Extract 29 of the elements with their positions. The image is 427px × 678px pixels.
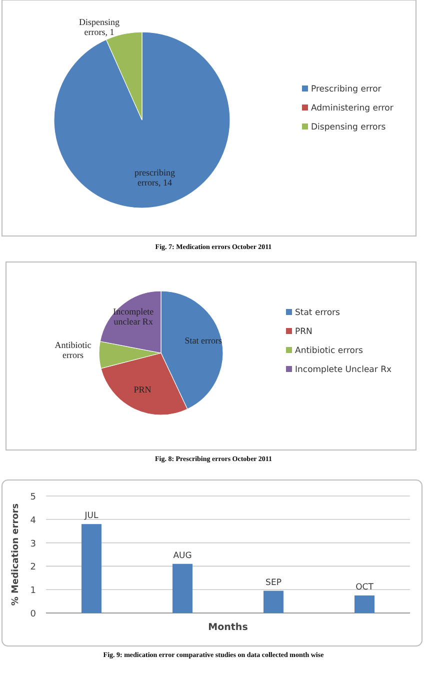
legend-label: PRN <box>295 327 312 337</box>
y-axis-title: % Medication errors <box>11 503 21 606</box>
legend-label: Stat errors <box>295 308 341 318</box>
bar <box>263 590 284 613</box>
legend-label: Dispensing errors <box>311 122 386 132</box>
y-tick-label: 5 <box>30 492 36 502</box>
bar <box>172 564 193 613</box>
data-label: Dispensing errors, 1 <box>79 16 120 37</box>
legend-label: Antibiotic errors <box>295 346 364 356</box>
data-label: Stat errors <box>184 336 222 346</box>
legend-label: Administering error <box>311 104 394 114</box>
data-label: Incomplete unclear Rx <box>113 306 154 327</box>
data-label: prescribing errors, 14 <box>134 167 176 188</box>
y-tick-label: 2 <box>30 562 36 573</box>
x-tick-label: SEP <box>266 578 282 588</box>
legend-label: Incomplete Unclear Rx <box>295 365 392 375</box>
y-tick-label: 1 <box>30 586 36 596</box>
x-axis-title: Months <box>208 622 248 633</box>
data-label: PRN <box>134 384 152 394</box>
x-tick-label: OCT <box>356 582 374 592</box>
x-tick-label: JUL <box>84 511 98 522</box>
legend-label: Prescribing error <box>311 84 382 94</box>
bar <box>354 595 375 613</box>
data-label: Antibiotic errors <box>54 340 92 360</box>
y-tick-label: 3 <box>30 539 36 550</box>
y-tick-label: 4 <box>30 516 36 526</box>
y-tick-label: 0 <box>30 610 36 620</box>
bar <box>81 524 102 613</box>
x-tick-label: AUG <box>173 550 192 561</box>
